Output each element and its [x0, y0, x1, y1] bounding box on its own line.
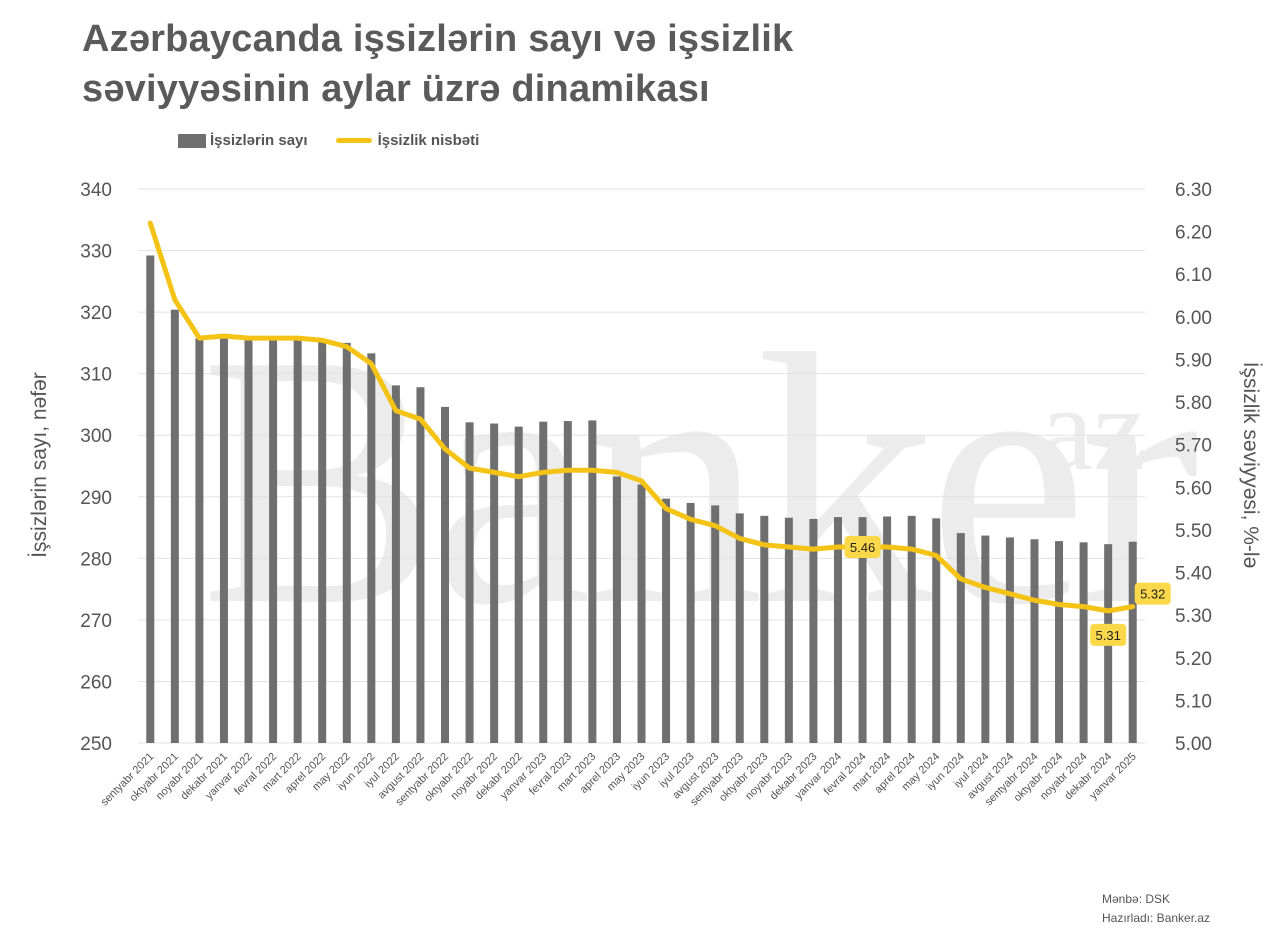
y-axis-right-tick-label: 6.00: [1175, 308, 1212, 329]
bar: [170, 309, 179, 743]
source-note: Mənbə: DSK: [1102, 892, 1171, 906]
y-axis-left-tick-label: 260: [80, 672, 112, 693]
bar: [539, 421, 548, 743]
chart-title-line-1: Azərbaycanda işsizlərin sayı və işsizlik: [82, 18, 794, 60]
data-label: 5.31: [1096, 628, 1121, 643]
footer: Mənbə: DSK Hazırladı: Banker.az: [1102, 890, 1210, 928]
bar: [244, 339, 253, 743]
bar: [391, 385, 400, 743]
legend: İşsizlərin sayı İşsizlik nisbəti: [178, 132, 507, 149]
y-axis-left-title: İşsizlərin sayı, nəfər: [28, 372, 51, 558]
bar: [686, 502, 695, 743]
bar: [809, 518, 818, 743]
y-axis-left-tick-label: 310: [80, 365, 112, 386]
bar: [981, 535, 990, 743]
bar: [563, 421, 572, 743]
legend-bars-label: İşsizlərin sayı: [210, 132, 308, 149]
prepared-by-note: Hazırladı: Banker.az: [1102, 911, 1211, 925]
data-label: 5.46: [850, 540, 875, 555]
y-axis-left-tick-label: 250: [80, 734, 112, 755]
y-axis-right-tick-label: 5.10: [1175, 691, 1212, 712]
data-label-box: [1134, 582, 1171, 605]
bar: [1030, 539, 1039, 743]
bar: [883, 516, 892, 743]
y-axis-right-tick-label: 6.20: [1175, 223, 1212, 244]
bar: [318, 340, 327, 743]
bar: [907, 515, 916, 743]
rate-line: [147, 220, 1136, 614]
bar: [490, 423, 499, 743]
y-axis-right-tick-label: 6.10: [1175, 265, 1212, 286]
bar: [514, 426, 523, 743]
y-axis-left-tick-label: 300: [80, 426, 112, 447]
y-axis-left-tick-label: 340: [80, 180, 112, 201]
bar: [1079, 542, 1088, 743]
y-axis-right-tick-label: 6.30: [1175, 180, 1212, 201]
data-label-box: [1090, 623, 1127, 646]
chart-title: Azərbaycanda işsizlərin sayı və işsizlik…: [82, 14, 1082, 114]
bar: [441, 406, 450, 743]
chart-title-line-2: səviyyəsinin aylar üzrə dinamikası: [82, 68, 710, 110]
legend-line-swatch: [335, 138, 372, 143]
bar: [784, 517, 793, 743]
legend-line-label: İşsizlik nisbəti: [377, 132, 480, 149]
y-axis-right-tick-label: 5.20: [1175, 649, 1212, 670]
y-axis-right-tick-label: 5.80: [1175, 393, 1212, 414]
bar: [956, 533, 965, 743]
legend-item-line: İşsizlik nisbəti: [335, 132, 480, 149]
data-label-box: [844, 535, 881, 558]
y-axis-right-tick-label: 5.00: [1175, 734, 1212, 755]
y-axis-right-tick-label: 5.40: [1175, 564, 1212, 585]
y-axis-right-tick-label: 5.30: [1175, 606, 1212, 627]
legend-item-bars: İşsizlərin sayı: [178, 132, 308, 149]
y-axis-left-tick-label: 290: [80, 488, 112, 509]
y-axis-right-tick-label: 5.50: [1175, 521, 1212, 542]
bar: [711, 505, 720, 743]
bar: [588, 420, 597, 743]
y-axis-right-title: İşsizlik səviyyəsi, %-lə: [1239, 361, 1262, 569]
data-label: 5.32: [1140, 587, 1165, 602]
y-axis-right-tick-label: 5.60: [1175, 478, 1212, 499]
bar: [760, 515, 769, 743]
bar: [465, 422, 474, 743]
bar: [932, 518, 941, 743]
y-axis-left-tick-label: 330: [80, 242, 112, 263]
bar: [735, 513, 744, 743]
y-axis-right-tick-label: 5.90: [1175, 350, 1212, 371]
y-axis-left-tick-label: 320: [80, 303, 112, 324]
y-axis-left-tick-label: 270: [80, 611, 112, 632]
bar: [219, 338, 228, 743]
bar: [416, 387, 425, 743]
y-axis-left-tick-label: 280: [80, 549, 112, 570]
bar: [367, 353, 376, 743]
bar: [269, 339, 278, 743]
bar: [342, 342, 351, 743]
bar: [1005, 537, 1014, 743]
bar: [612, 476, 621, 743]
bar: [662, 498, 671, 743]
bar: [833, 517, 842, 743]
bar: [195, 338, 204, 743]
bar: [146, 255, 155, 744]
bar: [858, 517, 867, 743]
bar: [293, 339, 302, 743]
bar: [1055, 541, 1064, 743]
bar: [1128, 541, 1137, 743]
bar: [637, 484, 646, 743]
y-axis-right-tick-label: 5.70: [1175, 436, 1212, 457]
legend-bar-swatch: [178, 133, 206, 148]
